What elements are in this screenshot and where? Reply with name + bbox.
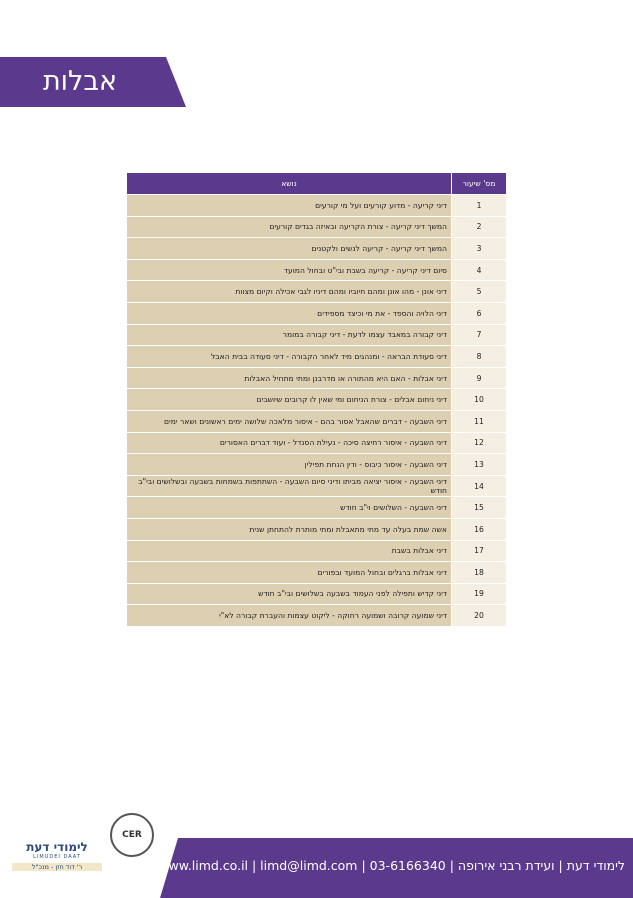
lesson-number: 8 — [451, 345, 507, 368]
lesson-number: 12 — [451, 431, 507, 455]
title-tab — [0, 57, 186, 107]
lesson-topic: דיני השבעה - איסור רחיצה סיכה - נעילת הס… — [126, 431, 452, 455]
tab-shape — [0, 57, 186, 107]
lesson-topic: דיני קדיש ותפילה לפני העמוד בשבעה בשלושי… — [126, 582, 452, 606]
cer-logo: CER — [110, 813, 154, 857]
table-row: 15 דיני השבעה - השלושים וי"ב חודש — [126, 496, 507, 519]
footer-contact: לימודי דעת | ועידת רבני אירופה | 03-6166… — [158, 858, 625, 873]
table-row: 16 אשה שמת בעלה עד מתי מתאבלת ומתי מותרת … — [126, 517, 507, 541]
footer-shape — [160, 838, 633, 898]
lesson-number: 13 — [451, 453, 507, 476]
lesson-topic: דיני שמועה קרובה ושמועה רחוקה - ליקוט עצ… — [126, 604, 452, 627]
lesson-number: 1 — [451, 194, 507, 217]
table-row: 19 דיני קדיש ותפילה לפני העמוד בשבעה בשלו… — [126, 582, 507, 606]
logo-title: לימודי דעת — [26, 840, 88, 854]
lesson-number: 15 — [451, 496, 507, 519]
lesson-topic: דיני השבעה - איסור כיבוס - ודין הנחת תפי… — [126, 453, 452, 476]
footer-band — [160, 838, 633, 898]
lesson-topic: סיום דיני קריעה - קריעה בשבת ובי"ט ובחול… — [126, 258, 452, 282]
lesson-topic: אשה שמת בעלה עד מתי מתאבלת ומתי מותרת לה… — [126, 517, 452, 541]
logo-director: ר' דוד חזן - מנכ"ל — [12, 863, 102, 871]
lesson-topic: דיני אבלות בשבת — [126, 539, 452, 563]
table-row: 2 המשך דיני קריעה - צורת הקריעה ובאיזה בג… — [126, 215, 507, 239]
lesson-number: 20 — [451, 604, 507, 627]
table-header: מס' שיעור נושא — [126, 172, 507, 195]
table-row: 4 סיום דיני קריעה - קריעה בשבת ובי"ט ובחו… — [126, 258, 507, 282]
lesson-number: 3 — [451, 237, 507, 260]
lesson-number: 9 — [451, 366, 507, 390]
lesson-topic: דיני השבעה - השלושים וי"ב חודש — [126, 496, 452, 519]
lesson-topic: המשך דיני קריעה - קריעה לנשים ולקטנים — [126, 237, 452, 260]
lesson-topic: דיני השבעה - דברים שהאבל אסור בהם - איסו… — [126, 409, 452, 433]
lesson-topic: דיני אבלות ברגלים ובחול המועד ובפורים — [126, 561, 452, 584]
table-row: 7 דיני קבורה במאבד עצמו לדעת - דיני קבורה… — [126, 323, 507, 347]
table-body: 1 דיני קריעה - מדוע קורעים ועל מי קורעים 2… — [126, 194, 507, 627]
lesson-topic: דיני קריעה - מדוע קורעים ועל מי קורעים — [126, 194, 452, 217]
lesson-number: 16 — [451, 517, 507, 541]
lesson-number: 6 — [451, 301, 507, 325]
table-row: 8 דיני סעודת הבראה - ומנהגים מיד לאחר הקב… — [126, 345, 507, 368]
table-row: 9 דיני אבלות - האם היא מהתורה או מדרבנן ו… — [126, 366, 507, 390]
table-row: 12 דיני השבעה - איסור רחיצה סיכה - נעילת … — [126, 431, 507, 455]
lesson-number: 14 — [451, 474, 507, 498]
table-row: 20 דיני שמועה קרובה ושמועה רחוקה - ליקוט … — [126, 604, 507, 627]
lesson-number: 5 — [451, 280, 507, 303]
table-row: 10 דיני ניחום אבלים - צורת הניחום ומי שאי… — [126, 388, 507, 411]
lesson-topic: דיני הלויה והספד - את מי וכיצד מספידים — [126, 301, 452, 325]
lesson-number: 10 — [451, 388, 507, 411]
column-header: מס' שיעור — [451, 172, 507, 195]
table-row: 14 דיני השבעה - איסור יציאה מביתו ודיני ס… — [126, 474, 507, 498]
table-row: 1 דיני קריעה - מדוע קורעים ועל מי קורעים — [126, 194, 507, 217]
lesson-topic: דיני קבורה במאבד עצמו לדעת - דיני קבורה … — [126, 323, 452, 347]
table-row: 17 דיני אבלות בשבת — [126, 539, 507, 563]
lesson-number: 17 — [451, 539, 507, 563]
lesson-number: 4 — [451, 258, 507, 282]
lesson-number: 18 — [451, 561, 507, 584]
lesson-topic: דיני השבעה - איסור יציאה מביתו ודיני סיו… — [126, 474, 452, 498]
lesson-number: 19 — [451, 582, 507, 606]
table-row: 5 דיני אונן - מהו אונן ומהם חיוביו ומהם ד… — [126, 280, 507, 303]
lesson-topic: דיני אונן - מהו אונן ומהם חיוביו ומהם די… — [126, 280, 452, 303]
lessons-table: מס' שיעור נושא 1 דיני קריעה - מדוע קורעים… — [126, 172, 507, 627]
table-row: 6 דיני הלויה והספד - את מי וכיצד מספידים — [126, 301, 507, 325]
page-title: אבלות — [42, 66, 118, 97]
lesson-topic: דיני סעודת הבראה - ומנהגים מיד לאחר הקבו… — [126, 345, 452, 368]
lesson-topic: המשך דיני קריעה - צורת הקריעה ובאיזה בגד… — [126, 215, 452, 239]
logo-latin: LIMUDEI DAAT — [33, 854, 81, 860]
lesson-topic: דיני אבלות - האם היא מהתורה או מדרבנן ומ… — [126, 366, 452, 390]
table-row: 13 דיני השבעה - איסור כיבוס - ודין הנחת ת… — [126, 453, 507, 476]
limudei-daat-logo: לימודי דעת LIMUDEI DAAT ר' דוד חזן - מנכ… — [12, 840, 102, 871]
table-row: 18 דיני אבלות ברגלים ובחול המועד ובפורים — [126, 561, 507, 584]
column-header: נושא — [126, 172, 452, 195]
table-row: 11 דיני השבעה - דברים שהאבל אסור בהם - אי… — [126, 409, 507, 433]
lesson-number: 2 — [451, 215, 507, 239]
lesson-number: 11 — [451, 409, 507, 433]
lesson-topic: דיני ניחום אבלים - צורת הניחום ומי שאין … — [126, 388, 452, 411]
lesson-number: 7 — [451, 323, 507, 347]
table-row: 3 המשך דיני קריעה - קריעה לנשים ולקטנים — [126, 237, 507, 260]
